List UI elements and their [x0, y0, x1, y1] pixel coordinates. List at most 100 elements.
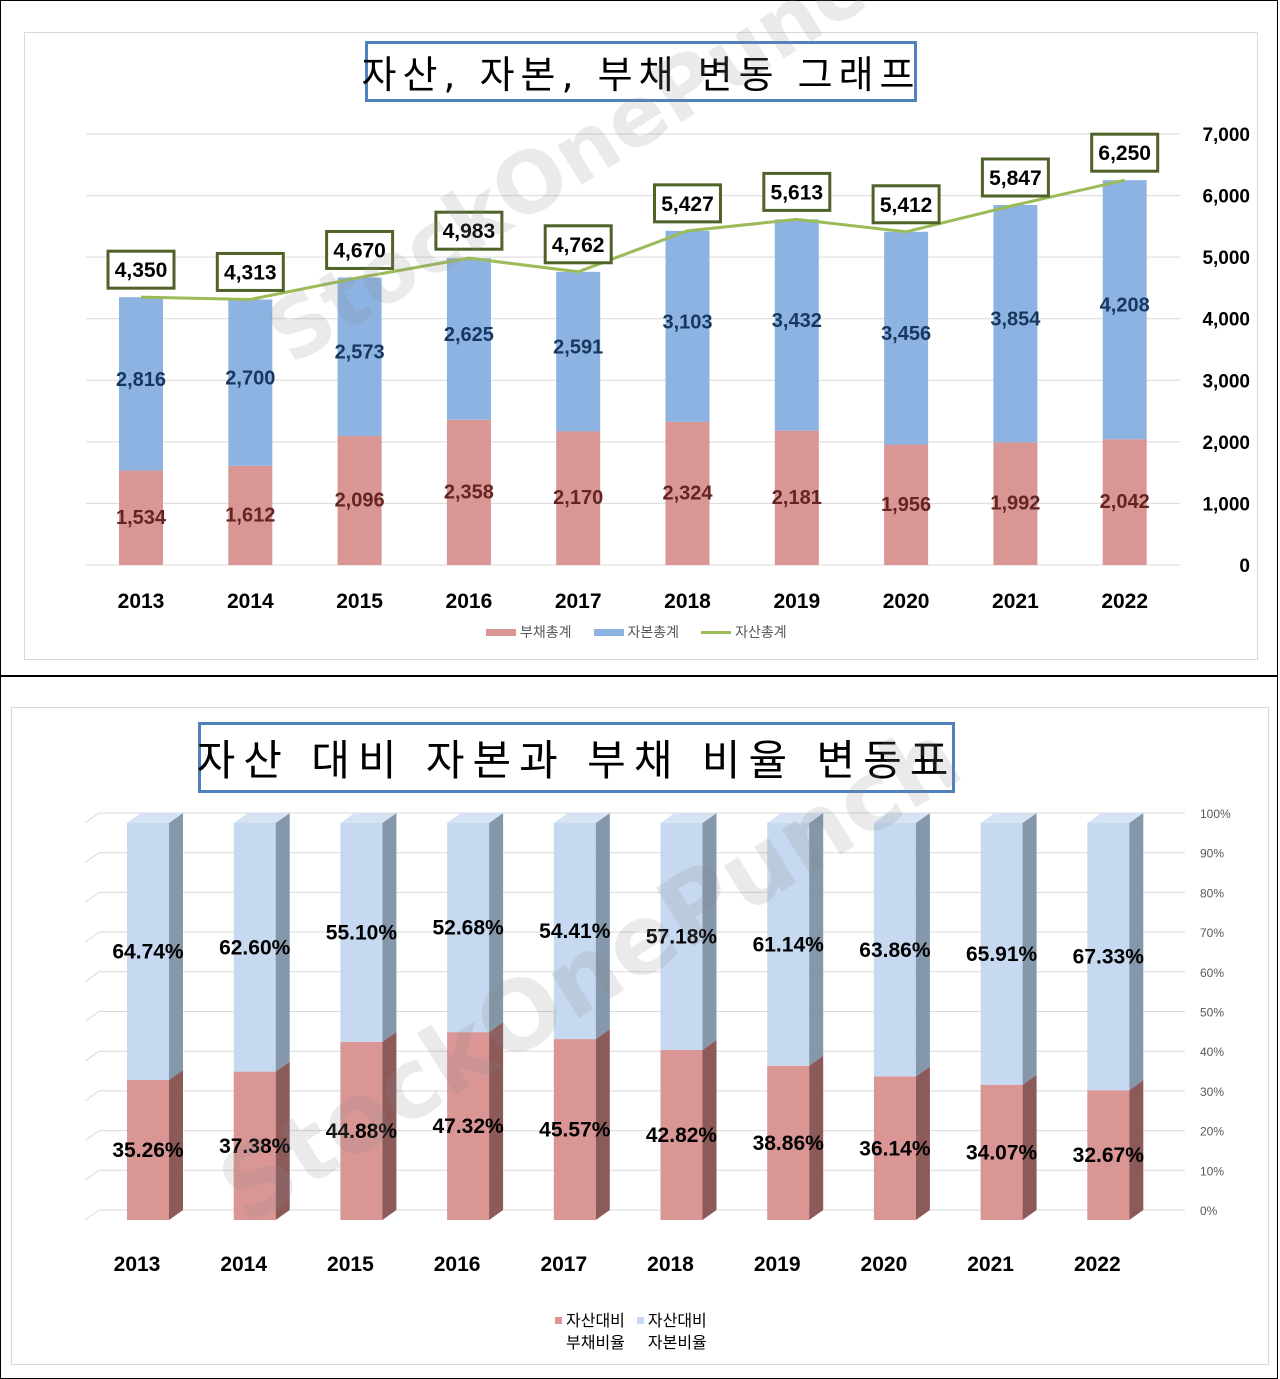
legend-item-assets: 자산총계 — [701, 622, 787, 642]
bar-equity-ratio — [127, 823, 169, 1081]
data-label-assets: 4,762 — [552, 234, 605, 257]
y-tick-label: 0% — [1200, 1204, 1218, 1218]
legend-item-equity-ratio: 자산대비 자본비율 — [636, 1310, 707, 1354]
x-tick-label: 2017 — [540, 1253, 587, 1276]
bar-equity-ratio-side — [915, 813, 930, 1077]
bar-equity-ratio-top — [127, 813, 183, 823]
data-label-equity-ratio: 55.10% — [326, 921, 398, 944]
chart-2-legend: 자산대비 부채비율 자산대비 자본비율 — [555, 1310, 707, 1354]
y-tick-label: 60% — [1200, 966, 1224, 980]
chart-1-legend: 부채총계 자본총계 자산총계 — [486, 622, 787, 642]
bar-equity-ratio — [233, 823, 276, 1072]
x-tick-label: 2016 — [446, 590, 493, 613]
y-tick-label: 70% — [1200, 926, 1224, 940]
data-label-debt-ratio: 34.07% — [966, 1141, 1038, 1164]
bar-debt — [446, 419, 491, 565]
legend-item-debt: 부채총계 — [486, 622, 572, 642]
legend-swatch-debt-ratio — [555, 1317, 562, 1324]
bar-debt — [884, 444, 929, 565]
data-label-debt: 2,181 — [772, 487, 822, 509]
y-tick-label: 4,000 — [1202, 310, 1250, 331]
bar-debt-ratio — [873, 1076, 916, 1220]
data-label-assets: 4,670 — [333, 239, 386, 262]
bar-equity — [446, 258, 491, 420]
data-label-debt-ratio: 42.82% — [646, 1124, 718, 1147]
data-label-box-assets — [543, 224, 613, 265]
bar-equity-ratio-top — [660, 813, 717, 823]
bar-debt — [337, 435, 382, 565]
legend-swatch-equity-ratio — [636, 1317, 644, 1324]
bar-debt-ratio-side — [809, 1055, 824, 1220]
gridline-depth — [84, 971, 100, 983]
gridline-depth — [84, 1169, 100, 1181]
data-label-box-assets — [762, 171, 832, 212]
data-label-box-assets — [106, 249, 176, 290]
legend-swatch-debt — [486, 628, 516, 636]
gridline-depth — [84, 852, 100, 864]
gridline-depth — [84, 931, 100, 943]
bar-equity-ratio-side — [489, 813, 504, 1033]
data-label-equity: 3,103 — [662, 311, 712, 333]
data-label-assets: 5,847 — [989, 167, 1042, 190]
bar-debt-ratio — [1087, 1090, 1130, 1220]
bar-debt-ratio — [980, 1084, 1023, 1220]
y-tick-label: 80% — [1200, 886, 1224, 900]
bar-debt-ratio — [127, 1080, 169, 1220]
bar-equity-ratio — [980, 823, 1023, 1085]
data-label-equity: 3,432 — [772, 310, 822, 332]
bar-equity-ratio — [660, 823, 703, 1051]
bar-debt — [228, 465, 273, 565]
data-label-debt-ratio: 37.38% — [219, 1135, 291, 1158]
y-tick-label: 2,000 — [1202, 433, 1250, 454]
y-tick-label: 6,000 — [1202, 187, 1250, 208]
x-tick-label: 2022 — [1074, 1253, 1121, 1276]
bar-debt — [993, 442, 1038, 565]
data-label-box-assets — [325, 229, 395, 270]
data-label-assets: 5,613 — [771, 181, 824, 204]
data-label-equity: 2,816 — [116, 369, 166, 391]
bar-equity-ratio-side — [275, 813, 290, 1072]
bar-equity-ratio-top — [980, 813, 1037, 823]
bar-equity-ratio — [767, 823, 810, 1066]
data-label-equity: 2,573 — [335, 342, 385, 364]
data-label-equity: 3,456 — [881, 323, 931, 345]
data-label-equity-ratio: 63.86% — [859, 939, 931, 962]
y-tick-label: 100% — [1200, 807, 1231, 821]
data-label-assets: 4,350 — [115, 259, 168, 282]
bar-equity — [665, 230, 710, 422]
bar-debt — [1102, 439, 1147, 565]
data-label-box-assets — [1090, 132, 1160, 173]
bar-equity — [119, 297, 163, 471]
legend-label-debt: 부채총계 — [520, 625, 572, 641]
bar-equity-ratio — [873, 823, 916, 1077]
data-label-equity-ratio: 65.91% — [966, 943, 1038, 966]
bar-debt-ratio — [660, 1050, 703, 1220]
bar-equity — [884, 231, 929, 445]
bar-equity-ratio-side — [595, 813, 610, 1040]
legend-item-debt-ratio: 자산대비 부채비율 — [555, 1310, 625, 1354]
legend-label-equity-ratio: 자산대비 자본비율 — [647, 1311, 707, 1352]
y-tick-label: 30% — [1200, 1085, 1224, 1099]
y-tick-label: 1,000 — [1202, 494, 1250, 515]
x-tick-label: 2018 — [664, 590, 711, 613]
bar-equity — [228, 299, 273, 466]
legend-swatch-assets — [701, 630, 732, 634]
gridline-depth — [84, 1209, 100, 1221]
x-tick-label: 2019 — [773, 590, 820, 613]
legend-label-debt-ratio: 자산대비 부채비율 — [566, 1311, 625, 1352]
bar-equity-ratio — [553, 823, 596, 1040]
gridline-depth — [84, 1090, 100, 1102]
bar-equity-ratio-side — [169, 813, 183, 1081]
data-label-equity-ratio: 54.41% — [539, 920, 611, 943]
legend-item-equity: 자본총계 — [593, 622, 679, 642]
bar-equity-ratio-side — [1022, 813, 1037, 1085]
bar-equity-ratio-side — [1129, 813, 1144, 1091]
bar-equity-ratio — [1087, 823, 1130, 1091]
bar-debt-ratio-side — [489, 1022, 504, 1220]
x-tick-label: 2019 — [754, 1253, 801, 1276]
y-tick-label: 0 — [1239, 556, 1250, 577]
data-label-debt: 2,042 — [1100, 491, 1150, 513]
data-label-debt: 1,956 — [881, 494, 931, 516]
data-label-debt-ratio: 47.32% — [432, 1115, 504, 1138]
